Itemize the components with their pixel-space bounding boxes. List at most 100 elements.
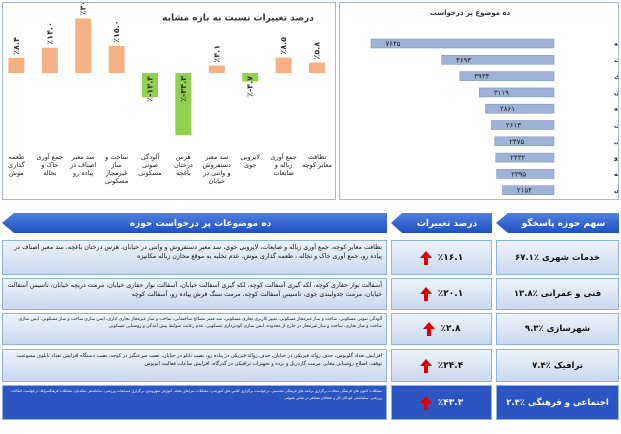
bar: [75, 18, 92, 73]
value-label: ٪۴.۱: [212, 45, 221, 63]
change-cell: ٪۱۶.۱: [391, 240, 492, 275]
change-value: ٪۱۶.۱: [437, 252, 464, 263]
category-label: ساخت و ساز غیرمجاز مسکونی: [104, 153, 129, 185]
value-label: ٪-۴.۷: [246, 76, 255, 97]
header-arrow: [391, 213, 492, 233]
value-label: ۲۴۷۵: [509, 138, 524, 146]
header-text: درصد تغییرات: [416, 219, 478, 229]
change-cell: ٪۴۳.۳: [391, 385, 492, 420]
up-arrow: [422, 322, 435, 336]
share-cell: اجتماعی و فرهنگی ٪۲.۴: [496, 385, 619, 420]
bar: [41, 47, 58, 73]
change-chart: درصد تغییرات نسبت به بازه مشابه ٪۵.۸ ٪۸.۵…: [8, 3, 325, 135]
change-cell: ٪۲۰.۱: [391, 278, 492, 310]
arrow-shape: [419, 287, 432, 301]
bar: [208, 65, 225, 73]
value-label: ۲۳۹۵: [511, 170, 526, 178]
bar: [479, 87, 555, 98]
category-label: هرس درختان باغچه: [174, 153, 193, 177]
chart-title: ده موضوع پر درخواست: [430, 9, 511, 17]
bar: [491, 120, 555, 130]
arrow-shape: [419, 395, 432, 410]
topics-cell: افزایش تعداد گلوبوس، حذف زوائد فیزیکی در…: [2, 349, 387, 382]
bar: [175, 73, 192, 135]
bar: [8, 57, 25, 73]
category-label: جمع آوری زباله و ضایعات: [270, 153, 297, 177]
bar: [496, 169, 555, 179]
value-label: ۲۱۵۴: [517, 187, 532, 195]
bar: [275, 57, 292, 73]
value-label: ٪۱۴.۰: [45, 22, 54, 45]
change-panel: درصد تغییرات نسبت به بازه مشابه ٪۵.۸ ٪۸.۵…: [2, 2, 336, 200]
category-label: هرس درختان باغچه: [614, 106, 618, 113]
change-value: ٪۴۳.۳: [437, 397, 464, 408]
change-value: ٪۲۴.۴: [437, 360, 464, 371]
topics-cell: آلودگی صوتی مسکونی، ساخت و ساز غیرمجاز م…: [2, 313, 387, 345]
value-label: ۲۴۳۲: [510, 154, 525, 162]
table-header-shapes: [2, 213, 619, 233]
arrow-shape: [419, 358, 432, 373]
change-value: ٪۲.۸: [440, 324, 461, 334]
bar: [485, 103, 555, 114]
change-cell: ٪۲.۸: [391, 313, 492, 345]
requests-panel: ده موضوع پر درخواست ۷۶۴۵ نظافت معابر کوچه…: [339, 2, 619, 200]
category-label: سد معبر دستفروش و وانتی در خیابان: [202, 153, 231, 185]
category-label: آلودگی صوتی مسکونی: [614, 120, 618, 129]
category-label: نظافت معابر کوچه: [301, 153, 332, 169]
up-arrow: [419, 287, 432, 301]
value-label: ٪۵.۸: [313, 42, 322, 60]
share-cell: خدمات شهری ٪۶۷.۱: [496, 240, 619, 275]
value-label: ٪-۱۳.۴: [146, 76, 155, 102]
bar: [441, 54, 555, 65]
value-label: ۳۱۱۹: [494, 89, 509, 97]
topics-cell: نظافت معابر کوچه، جمع آوری زباله و ضایعا…: [2, 240, 387, 275]
topics-cell: مشکلات کانون های فرهنگی محلات، برگزاری ب…: [2, 385, 387, 420]
header-text: ده موضوعات پر درخواست حوزه: [129, 219, 272, 229]
change-value: ٪۲۰.۱: [437, 289, 464, 299]
change-cell: ٪۲۴.۴: [391, 349, 492, 382]
category-label: آلودگی صوتی مسکونی: [138, 153, 162, 177]
value-label: ۲۸۶۱: [500, 105, 515, 113]
topics-cell: آسفالت نوار حفاری کوچه، لکه گیری آسفالت …: [2, 278, 387, 310]
header-arrow: [2, 213, 387, 233]
value-label: ٪۸.۵: [279, 37, 288, 55]
bar: [309, 62, 325, 73]
requests-chart: ده موضوع پر درخواست ۷۶۴۵ نظافت معابر کوچه…: [370, 9, 618, 195]
arrow-shape: [419, 250, 432, 265]
bar: [242, 73, 259, 82]
value-label: ۲۶۱۳: [506, 122, 521, 130]
bar: [108, 45, 125, 73]
bar: [459, 71, 555, 81]
category-label: جمع آوری زباله و ضایعات: [614, 55, 618, 64]
header-arrow: [496, 213, 619, 233]
up-arrow: [419, 358, 432, 373]
header-text: سهم حوزه پاسخگو: [521, 219, 606, 229]
bar: [502, 185, 555, 195]
category-label: لایروبی جوی: [614, 73, 618, 80]
category-label: طعمه گذاری موش: [8, 153, 25, 177]
category-label: لایروبی جوی: [240, 153, 260, 169]
up-arrow: [419, 250, 432, 265]
category-label: جمع آوری خاک و نخاله: [36, 153, 64, 177]
value-label: ٪۳۰.۲: [79, 3, 88, 15]
bar: [494, 136, 555, 147]
bar: [370, 38, 555, 49]
category-label: ساخت و ساز غیرمجاز مسکونی: [614, 138, 618, 145]
share-cell: ترافیک ٪۷.۴: [496, 349, 619, 382]
category-label: جمع آوری خاک و نخاله: [614, 169, 618, 178]
share-cell: شهرسازی ٪۹.۳: [496, 313, 619, 345]
value-label: ۴۶۹۳: [456, 56, 471, 64]
category-label: سد معبر دستفروش و وانتی در خیابان: [614, 89, 618, 96]
value-label: ٪۱۵.۰: [112, 20, 121, 43]
category-label: سد معبر اصناف در پیاده رو: [70, 153, 97, 177]
value-label: ٪۸.۴: [12, 37, 21, 55]
category-label: سد معبر اصناف در پیاده رو: [613, 155, 618, 162]
value-label: ۷۶۴۵: [385, 40, 400, 48]
value-label: ۳۹۳۴: [474, 73, 489, 81]
bar: [495, 152, 555, 163]
up-arrow: [419, 395, 432, 410]
share-cell: فنی و عمرانی ٪۱۳.۸: [496, 278, 619, 310]
bar: [142, 73, 158, 98]
category-label: نظافت معابر کوچه: [614, 41, 618, 48]
